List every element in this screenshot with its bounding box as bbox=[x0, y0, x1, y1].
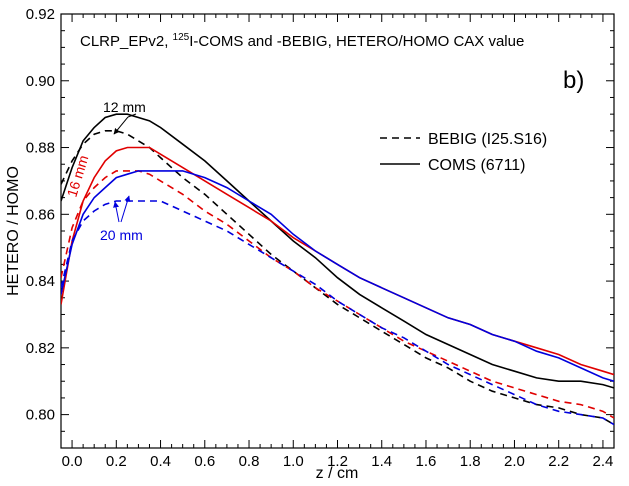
x-tick-label: 2.4 bbox=[593, 453, 614, 470]
x-tick-label: 2.2 bbox=[548, 453, 569, 470]
annotation-20mm-arrow-right bbox=[120, 195, 131, 223]
y-tick-label: 0.82 bbox=[26, 340, 55, 357]
annotation-12mm-arrow-right bbox=[127, 113, 137, 118]
annotation-12mm-label: 12 mm bbox=[103, 99, 146, 115]
x-tick-label: 0.8 bbox=[239, 453, 260, 470]
x-tick-label: 0.2 bbox=[106, 453, 127, 470]
x-tick-label: 1.6 bbox=[416, 453, 437, 470]
series-line-2 bbox=[61, 146, 614, 376]
series-line-5 bbox=[61, 200, 614, 426]
y-tick-label: 0.90 bbox=[26, 73, 55, 90]
annotation-20mm-arrow-left bbox=[113, 201, 120, 223]
chart-title: CLRP_EPv2, 125I-COMS and -BEBIG, HETERO/… bbox=[80, 32, 524, 50]
title-part-2: I-COMS and -BEBIG, HETERO/HOMO CAX value bbox=[189, 33, 524, 50]
annotation-12mm: 12 mm bbox=[103, 99, 146, 135]
x-tick-label: 1.8 bbox=[460, 453, 481, 470]
annotation-12mm-arrow-left bbox=[113, 116, 129, 135]
x-tick-label: 0.0 bbox=[62, 453, 83, 470]
series-lines bbox=[61, 113, 614, 426]
y-tick-label: 0.86 bbox=[26, 206, 55, 223]
series-line-4 bbox=[61, 170, 614, 382]
y-tick-label: 0.80 bbox=[26, 407, 55, 424]
x-axis-label: z / cm bbox=[316, 465, 359, 482]
series-line-0 bbox=[61, 113, 614, 389]
axis-ticks: 0.0 0.2 0.4 0.6 0.8 1.0 1.2 1.4 1.6 1.8 2.0 2.2 2.4 0… bbox=[26, 6, 615, 470]
y-tick-label: 0.92 bbox=[26, 6, 55, 23]
x-tick-label: 1.2 bbox=[327, 453, 348, 470]
panel-label: b) bbox=[563, 67, 584, 94]
x-tick-label: 2.0 bbox=[504, 453, 525, 470]
legend-label-coms: COMS (6711) bbox=[428, 157, 526, 174]
x-tick-label: 0.4 bbox=[150, 453, 171, 470]
plot-frame bbox=[60, 13, 615, 449]
series-line-3 bbox=[61, 170, 614, 419]
annotation-20mm-label: 20 mm bbox=[100, 227, 143, 243]
annotation-20mm: 20 mm bbox=[100, 195, 143, 243]
title-part-1: CLRP_EPv2, bbox=[80, 33, 173, 50]
y-axis-label: HETERO / HOMO bbox=[5, 166, 22, 296]
series-line-1 bbox=[61, 130, 614, 426]
legend: BEBIG (I25.S16) COMS (6711) bbox=[380, 131, 547, 174]
x-tick-label: 0.6 bbox=[194, 453, 215, 470]
legend-label-bebig: BEBIG (I25.S16) bbox=[428, 131, 547, 148]
title-superscript: 125 bbox=[173, 32, 190, 43]
y-tick-label: 0.88 bbox=[26, 140, 55, 157]
x-tick-label: 1.0 bbox=[283, 453, 304, 470]
y-tick-label: 0.84 bbox=[26, 273, 55, 290]
x-tick-label: 1.4 bbox=[371, 453, 392, 470]
